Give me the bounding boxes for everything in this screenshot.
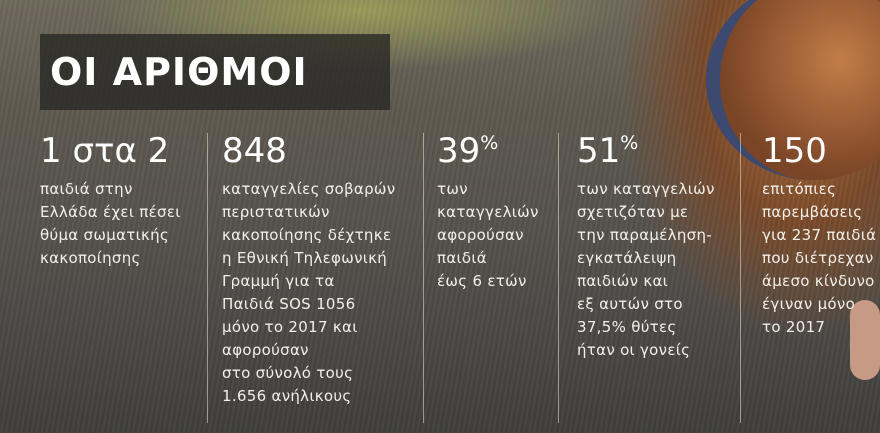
stat-column: 150 επιτόπιες παρεμβάσεις για 237 παιδιά που… — [762, 130, 876, 339]
description-line: έγιναν μόνο — [762, 295, 856, 313]
description-line: κακοποίησης δέχτηκε — [222, 226, 392, 244]
divider — [558, 133, 559, 423]
description-line: Γραμμή για τα — [222, 272, 335, 290]
stat-value: 51 — [577, 131, 621, 171]
description-line: κακοποίησης — [40, 249, 141, 267]
percent-sign: % — [480, 132, 499, 154]
stat-value: 1 στα 2 — [40, 131, 170, 171]
description-line: μόνο το 2017 και — [222, 318, 358, 336]
description-line: το 2017 — [762, 318, 826, 336]
description-line: Παιδιά SOS 1056 — [222, 295, 356, 313]
stat-description: των καταγγελιών αφορούσαν παιδιά έως 6 ετών — [437, 178, 539, 293]
description-line: αφορούσαν — [222, 341, 309, 359]
percent-sign: % — [620, 132, 639, 154]
stat-value: 39 — [437, 131, 481, 171]
divider — [423, 133, 424, 423]
description-line: που διέτρεχαν — [762, 249, 874, 267]
description-line: παιδιά στην — [40, 180, 133, 198]
description-line: παιδιών και — [577, 272, 669, 290]
stat-column: 1 στα 2 παιδιά στην Ελλάδα έχει πέσει θύμα … — [40, 130, 181, 270]
description-line: η Εθνική Τηλεφωνική — [222, 249, 388, 267]
description-line: σχετιζόταν με — [577, 203, 689, 221]
description-line: καταγγελιών — [437, 203, 539, 221]
page-title: ΟΙ ΑΡΙΘΜΟΙ — [50, 50, 308, 94]
stat-column: 39% των καταγγελιών αφορούσαν παιδιά έως 6 ετ… — [437, 130, 539, 293]
description-line: την παραμέληση- — [577, 226, 712, 244]
description-line: καταγγελίες σοβαρών — [222, 180, 396, 198]
description-line: των — [437, 180, 468, 198]
stat-number: 150 — [762, 130, 876, 172]
stat-column: 848 καταγγελίες σοβαρών περιστατικών κακοπο… — [222, 130, 395, 408]
stat-description: επιτόπιες παρεμβάσεις για 237 παιδιά που δι… — [762, 178, 876, 339]
stat-number: 1 στα 2 — [40, 130, 181, 172]
background-child-foot — [850, 300, 880, 380]
description-line: αφορούσαν — [437, 226, 524, 244]
divider — [740, 133, 741, 423]
description-line: των καταγγελιών — [577, 180, 715, 198]
description-line: περιστατικών — [222, 203, 330, 221]
description-line: άμεσο κίνδυνο — [762, 272, 875, 290]
stat-number: 39% — [437, 130, 539, 172]
description-line: στο σύνολό τους — [222, 364, 354, 382]
description-line: παιδιά — [437, 249, 487, 267]
description-line: εξ αυτών στο — [577, 295, 683, 313]
stat-number: 848 — [222, 130, 395, 172]
stat-number: 51% — [577, 130, 715, 172]
stat-description: καταγγελίες σοβαρών περιστατικών κακοποίησ… — [222, 178, 395, 408]
stat-column: 51% των καταγγελιών σχετιζόταν με την παραμ… — [577, 130, 715, 362]
stat-value: 150 — [762, 131, 827, 171]
description-line: έως 6 ετών — [437, 272, 527, 290]
description-line: εγκατάλειψη — [577, 249, 677, 267]
description-line: ήταν οι γονείς — [577, 341, 691, 359]
description-line: θύμα σωματικής — [40, 226, 170, 244]
stat-description: των καταγγελιών σχετιζόταν με την παραμέλη… — [577, 178, 715, 362]
description-line: Ελλάδα έχει πέσει — [40, 203, 181, 221]
description-line: για 237 παιδιά — [762, 226, 877, 244]
description-line: 37,5% θύτες — [577, 318, 677, 336]
stat-value: 848 — [222, 131, 287, 171]
divider — [207, 133, 208, 423]
stat-description: παιδιά στην Ελλάδα έχει πέσει θύμα σωματικ… — [40, 178, 181, 270]
title-box — [40, 34, 390, 110]
description-line: 1.656 ανήλικους — [222, 387, 352, 405]
description-line: παρεμβάσεις — [762, 203, 863, 221]
description-line: επιτόπιες — [762, 180, 837, 198]
